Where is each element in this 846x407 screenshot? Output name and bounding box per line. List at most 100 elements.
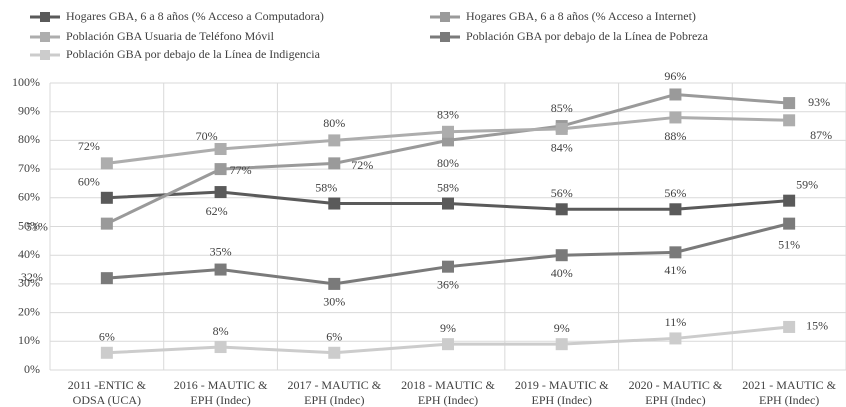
x-tick-label-line: 2011 -ENTIC & [68, 378, 147, 392]
x-tick-label-line: EPH (Indec) [645, 393, 705, 407]
y-tick-label: 50% [18, 218, 40, 232]
point-marker [442, 125, 454, 138]
data-label: 56% [664, 186, 686, 200]
x-tick-label-line: EPH (Indec) [759, 393, 819, 407]
x-tick-label: 2017 - MAUTIC & EPH (Indec) [287, 378, 381, 407]
legend-label: Hogares GBA, 6 a 8 años (% Acceso a Inte… [466, 9, 696, 23]
point-marker [100, 191, 113, 204]
data-label: 60% [78, 175, 100, 189]
data-label: 58% [315, 180, 337, 194]
data-label: 88% [664, 129, 686, 143]
data-label: 40% [551, 266, 573, 280]
point-marker [328, 346, 341, 359]
data-label: 30% [323, 295, 345, 309]
point-marker [214, 263, 227, 276]
y-tick-label: 60% [18, 190, 40, 204]
y-tick-label: 10% [18, 333, 40, 347]
y-tick-label: 80% [18, 132, 40, 146]
y-tick-label: 40% [18, 247, 40, 261]
y-tick-label: 20% [18, 304, 40, 318]
point-marker [214, 186, 227, 199]
point-marker [442, 197, 454, 210]
data-label: 41% [664, 263, 686, 277]
point-marker [328, 277, 341, 290]
data-label: 8% [213, 324, 229, 338]
y-tick-label: 100% [12, 75, 40, 89]
x-tick-label-line: 2017 - MAUTIC & [287, 378, 381, 392]
point-marker [328, 197, 341, 210]
x-tick-label-line: 2018 - MAUTIC & [401, 378, 495, 392]
x-tick-label: 2021 - MAUTIC & EPH (Indec) [742, 378, 836, 407]
legend-marker [440, 32, 450, 42]
x-tick-label: 2016 - MAUTIC & EPH (Indec) [174, 378, 268, 407]
point-marker [214, 163, 227, 176]
point-marker [555, 122, 568, 135]
data-label: 59% [796, 177, 818, 191]
x-tick-label: 2011 -ENTIC & ODSA (UCA) [68, 378, 147, 407]
point-marker [328, 134, 341, 147]
point-marker [100, 217, 113, 230]
point-marker [669, 203, 682, 216]
point-marker [100, 272, 113, 285]
data-label: 93% [808, 95, 830, 109]
x-tick-label: 2018 - MAUTIC & EPH (Indec) [401, 378, 495, 407]
data-label: 6% [99, 330, 115, 344]
data-label: 80% [437, 156, 459, 170]
data-label: 80% [323, 116, 345, 130]
data-label: 35% [210, 244, 232, 258]
data-label: 9% [554, 321, 570, 335]
legend-label: Hogares GBA, 6 a 8 años (% Acceso a Comp… [66, 9, 324, 23]
point-marker [669, 246, 682, 259]
legend-label: Población GBA por debajo de la Línea de … [66, 47, 321, 61]
point-marker [214, 341, 227, 354]
data-label: 51% [26, 219, 48, 233]
x-tick-label-line: 2016 - MAUTIC & [174, 378, 268, 392]
data-label: 6% [326, 330, 342, 344]
x-tick-label-line: 2020 - MAUTIC & [629, 378, 723, 392]
point-marker [783, 217, 796, 230]
data-label: 72% [351, 158, 373, 172]
data-label: 56% [551, 186, 573, 200]
data-label: 77% [230, 163, 252, 177]
data-label: 83% [437, 108, 459, 122]
legend-marker [40, 12, 50, 22]
data-label: 85% [551, 101, 573, 115]
data-label: 72% [78, 139, 100, 153]
point-marker [783, 114, 796, 127]
point-marker [669, 332, 682, 345]
point-marker [669, 88, 682, 101]
x-tick-label-line: 2019 - MAUTIC & [515, 378, 609, 392]
data-label: 62% [206, 204, 228, 218]
point-marker [555, 338, 568, 351]
point-marker [555, 203, 568, 216]
y-tick-label: 70% [18, 161, 40, 175]
data-label: 58% [437, 180, 459, 194]
data-label: 15% [806, 319, 828, 333]
point-marker [442, 338, 454, 351]
data-label: 51% [778, 237, 800, 251]
legend-label: Población GBA por debajo de la Línea de … [466, 29, 709, 43]
x-tick-label-line: EPH (Indec) [190, 393, 250, 407]
data-label: 87% [810, 128, 832, 142]
point-marker [442, 260, 454, 273]
legend-marker [40, 32, 50, 42]
y-tick-label: 90% [18, 103, 40, 117]
point-marker [783, 97, 796, 110]
data-label: 32% [21, 270, 43, 284]
point-marker [783, 320, 796, 333]
y-tick-label: 0% [24, 362, 40, 376]
data-label: 36% [437, 277, 459, 291]
legend-marker [440, 12, 450, 22]
x-tick-label-line: 2021 - MAUTIC & [742, 378, 836, 392]
y-tick-label: 30% [18, 276, 40, 290]
x-tick-label-line: ODSA (UCA) [73, 393, 141, 407]
x-tick-label-line: EPH (Indec) [304, 393, 364, 407]
legend-marker [40, 50, 50, 60]
x-tick-label-line: EPH (Indec) [418, 393, 478, 407]
point-marker [555, 249, 568, 262]
x-tick-label-line: EPH (Indec) [532, 393, 592, 407]
data-label: 9% [440, 321, 456, 335]
data-label: 84% [551, 141, 573, 155]
point-marker [783, 194, 796, 207]
